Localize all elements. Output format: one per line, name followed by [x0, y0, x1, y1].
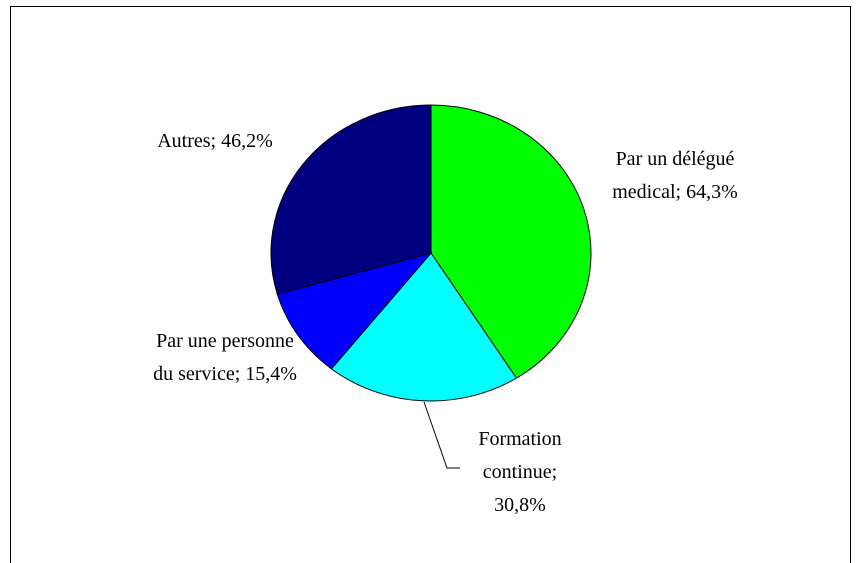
pie-slice [276, 252, 433, 370]
pie-slice [270, 104, 432, 295]
slice-label: Par une personne du service; 15,4% [153, 330, 297, 385]
slice-label: Autres; 46,2% [157, 130, 273, 152]
pie-slice [330, 252, 518, 402]
slice-label: Par un délégué medical; 64,3% [612, 148, 738, 203]
pie-slice [430, 104, 592, 379]
frame [10, 6, 851, 563]
pie [270, 104, 592, 402]
leader-line [423, 401, 460, 469]
slice-label: Formation continue; 30,8% [478, 428, 562, 516]
